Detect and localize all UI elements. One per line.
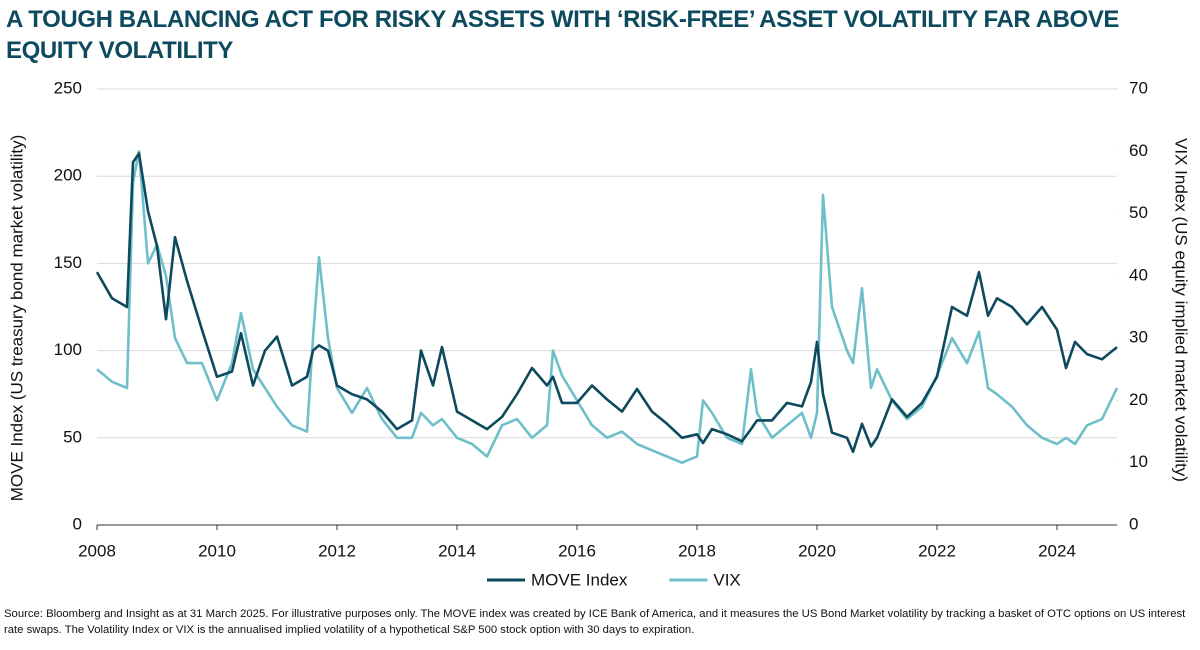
legend-label: MOVE Index [531, 570, 628, 589]
y-tick-label: 100 [54, 340, 82, 359]
y-tick-label: 250 [54, 78, 82, 97]
x-tick-label: 2024 [1038, 541, 1076, 560]
y2-tick-label: 0 [1129, 514, 1138, 533]
y2-tick-label: 60 [1129, 141, 1148, 160]
chart: MOVE Index (US treasury bond market vola… [7, 78, 1191, 589]
x-tick-label: 2020 [798, 541, 836, 560]
y-tick-label: 50 [63, 427, 82, 446]
x-tick-label: 2016 [558, 541, 596, 560]
y-tick-label: 150 [54, 253, 82, 272]
y2-tick-label: 20 [1129, 390, 1148, 409]
y2-axis-label: VIX Index (US equity implied market vola… [1172, 138, 1191, 482]
legend-label: VIX [713, 570, 740, 589]
chart-title: A TOUGH BALANCING ACT FOR RISKY ASSETS W… [6, 6, 1120, 64]
x-tick-label: 2022 [918, 541, 956, 560]
x-tick-label: 2012 [318, 541, 356, 560]
y-tick-label: 0 [73, 514, 82, 533]
series-line [96, 150, 1119, 464]
y2-tick-label: 30 [1129, 328, 1148, 347]
source-note: Source: Bloomberg and Insight as at 31 M… [4, 608, 1186, 636]
y2-tick-label: 70 [1129, 78, 1148, 97]
y2-tick-label: 40 [1129, 265, 1148, 284]
x-tick-label: 2010 [198, 541, 236, 560]
series-line [95, 152, 1118, 454]
y2-tick-label: 10 [1129, 452, 1148, 471]
x-tick-label: 2008 [78, 541, 116, 560]
y-axis-label: MOVE Index (US treasury bond market vola… [7, 135, 26, 502]
y-tick-label: 200 [54, 166, 82, 185]
y2-tick-label: 50 [1129, 203, 1148, 222]
x-tick-label: 2018 [678, 541, 716, 560]
x-tick-label: 2014 [438, 541, 476, 560]
